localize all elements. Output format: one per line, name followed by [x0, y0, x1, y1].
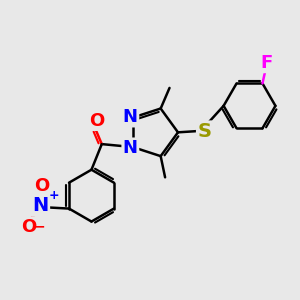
Text: O: O [21, 218, 36, 236]
Text: O: O [89, 112, 104, 130]
Text: N: N [123, 108, 138, 126]
Text: N: N [32, 196, 49, 215]
Text: F: F [261, 54, 273, 72]
Text: N: N [123, 139, 138, 157]
Text: −: − [33, 220, 45, 234]
Text: O: O [34, 177, 50, 195]
Text: S: S [197, 122, 212, 141]
Text: +: + [48, 189, 59, 202]
